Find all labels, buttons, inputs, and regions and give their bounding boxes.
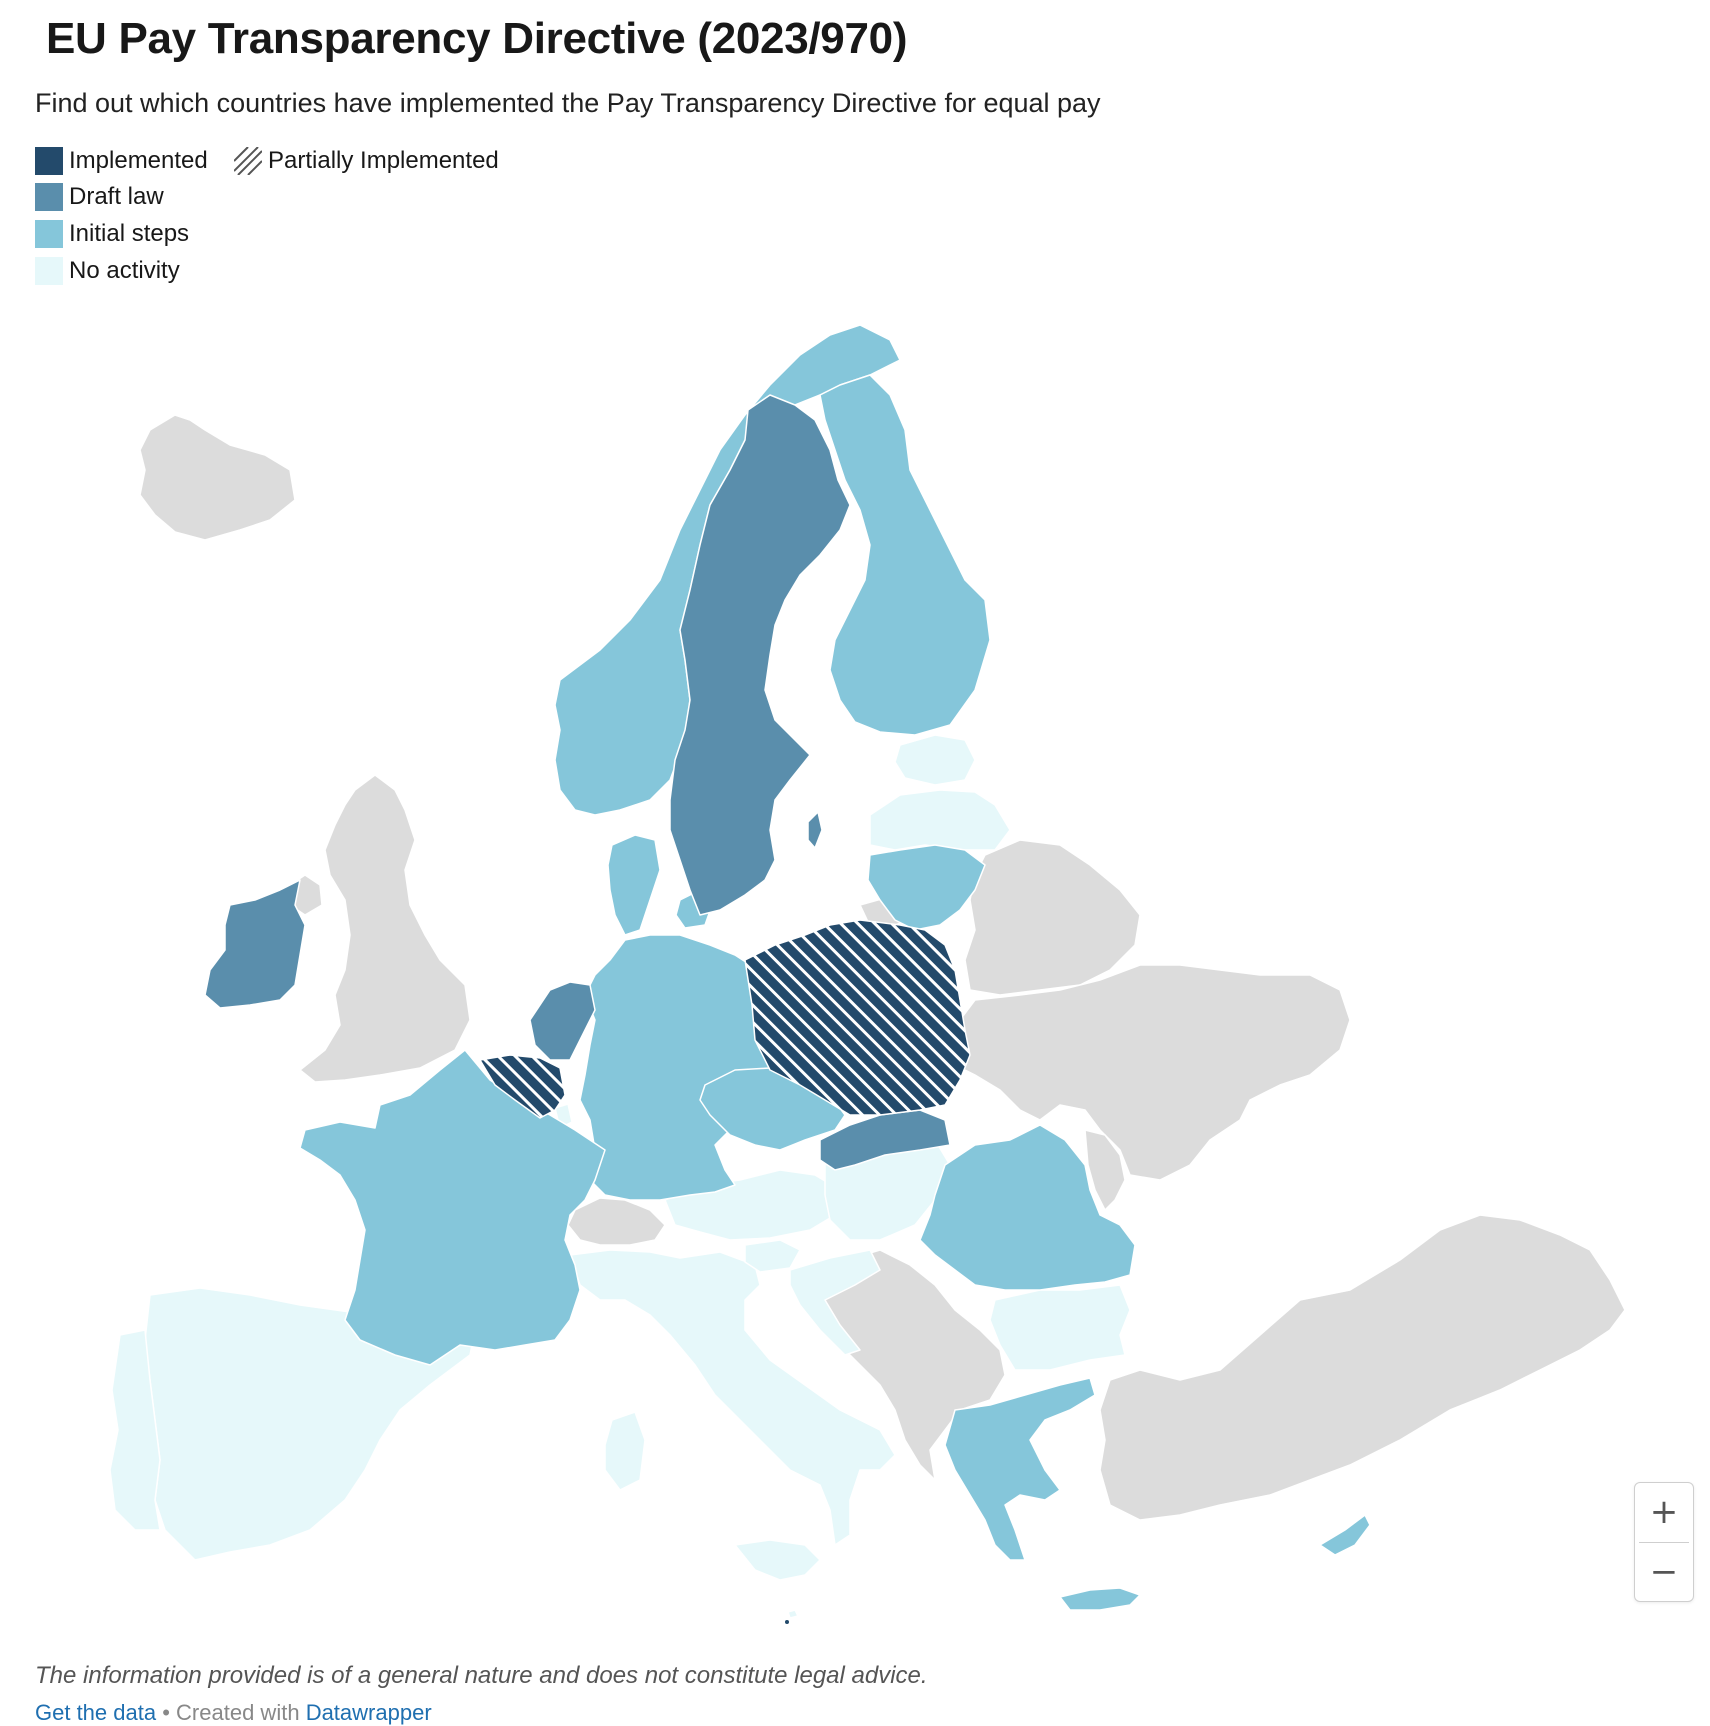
legend-swatch-partially-hatch-icon <box>234 147 262 175</box>
country-poland[interactable] <box>744 919 971 1116</box>
country-latvia[interactable] <box>869 789 1011 851</box>
country-greece-crete[interactable] <box>1059 1587 1141 1611</box>
country-portugal[interactable] <box>109 1329 161 1531</box>
country-slovenia[interactable] <box>744 1239 801 1273</box>
chart-title: EU Pay Transparency Directive (2023/970) <box>46 14 908 63</box>
country-moldova[interactable] <box>1084 1129 1126 1211</box>
country-belgium[interactable] <box>479 1054 566 1119</box>
country-italy-sicily[interactable] <box>734 1539 821 1581</box>
europe-map[interactable] <box>0 300 1710 1640</box>
country-croatia[interactable] <box>789 1249 881 1356</box>
footer-separator: • <box>162 1700 170 1725</box>
country-germany[interactable] <box>579 934 776 1201</box>
legend-label-partially: Partially Implemented <box>268 147 499 174</box>
legend-swatch-implemented <box>35 147 63 175</box>
country-iceland[interactable] <box>139 414 296 541</box>
legend-swatch-none <box>35 257 63 285</box>
country-sweden[interactable] <box>669 394 851 916</box>
legend-label-none: No activity <box>69 257 180 284</box>
country-united-kingdom[interactable] <box>299 774 471 1083</box>
legend-item-partially: Partially Implemented <box>234 146 499 176</box>
country-sweden-gotland[interactable] <box>807 811 823 849</box>
legend-label-implemented: Implemented <box>69 147 208 174</box>
legend-swatch-initial <box>35 220 63 248</box>
chart-subtitle: Find out which countries have implemente… <box>35 88 1101 118</box>
legend-label-draft: Draft law <box>69 183 164 210</box>
country-finland[interactable] <box>819 374 991 736</box>
country-denmark[interactable] <box>607 834 661 936</box>
country-cyprus[interactable] <box>1319 1514 1371 1556</box>
country-italy-sardinia[interactable] <box>604 1411 646 1491</box>
zoom-out-button[interactable]: − <box>1635 1543 1693 1602</box>
zoom-control[interactable]: + − <box>1634 1482 1694 1602</box>
country-greece[interactable] <box>944 1377 1096 1561</box>
datawrapper-link[interactable]: Datawrapper <box>305 1700 432 1725</box>
country-ireland[interactable] <box>204 879 306 1009</box>
country-slovakia[interactable] <box>819 1109 951 1171</box>
country-netherlands[interactable] <box>529 981 596 1061</box>
country-france[interactable] <box>299 1049 606 1366</box>
country-romania[interactable] <box>919 1124 1136 1291</box>
legend-label-initial: Initial steps <box>69 220 190 247</box>
zoom-in-button[interactable]: + <box>1635 1483 1693 1542</box>
country-ukraine[interactable] <box>949 964 1351 1181</box>
footer: Get the data • Created with Datawrapper <box>35 1700 432 1726</box>
legend-item-none: No activity <box>35 256 180 286</box>
country-malta[interactable] <box>787 1609 799 1619</box>
country-bulgaria[interactable] <box>989 1284 1131 1371</box>
country-belarus[interactable] <box>964 839 1141 996</box>
notes: The information provided is of a general… <box>35 1662 928 1689</box>
legend-item-draft: Draft law <box>35 182 164 212</box>
country-turkey[interactable] <box>1099 1214 1626 1521</box>
legend-item-implemented: Implemented <box>35 146 208 176</box>
map-markers <box>785 1620 789 1624</box>
legend-item-initial: Initial steps <box>35 219 189 249</box>
map-area[interactable] <box>0 300 1710 1640</box>
country-estonia[interactable] <box>894 734 976 786</box>
country-lithuania[interactable] <box>867 844 986 931</box>
country-western-balkans[interactable] <box>804 1249 1006 1481</box>
zoom-divider <box>1639 1542 1689 1543</box>
created-with-label: Created with <box>176 1700 300 1725</box>
legend-swatch-draft <box>35 183 63 211</box>
country-switzerland[interactable] <box>567 1197 666 1246</box>
get-data-link[interactable]: Get the data <box>35 1700 157 1725</box>
